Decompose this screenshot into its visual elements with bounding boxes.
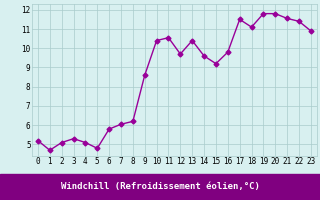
Text: Windchill (Refroidissement éolien,°C): Windchill (Refroidissement éolien,°C)	[60, 182, 260, 192]
